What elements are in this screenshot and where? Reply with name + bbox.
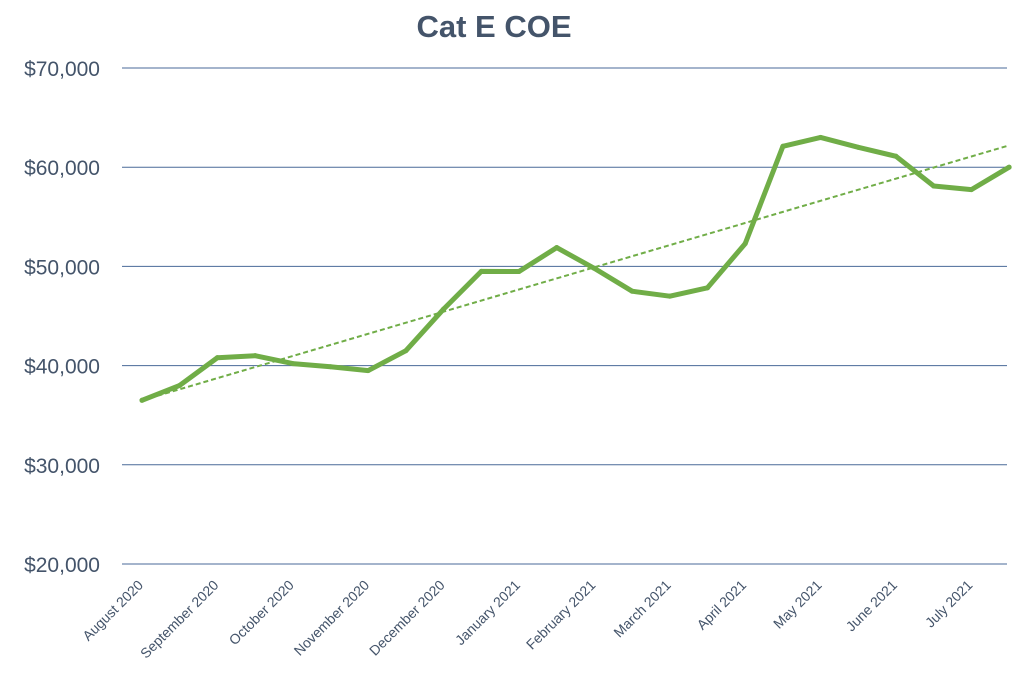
gridlines [122, 67, 1007, 565]
data-point [629, 288, 635, 294]
y-tick-label: $50,000 [24, 256, 100, 279]
x-tick-label: March 2021 [610, 577, 674, 641]
data-point [1006, 164, 1012, 170]
data-point [403, 348, 409, 354]
x-tick-label: October 2020 [226, 577, 297, 648]
data-point [742, 241, 748, 247]
y-tick-label: $20,000 [24, 554, 100, 577]
x-tick-label: September 2020 [137, 577, 222, 662]
data-point [441, 306, 447, 312]
data-point [365, 368, 371, 374]
data-point [139, 397, 145, 403]
data-point [591, 265, 597, 271]
x-tick-label: February 2021 [523, 577, 599, 653]
data-point [516, 268, 522, 274]
data-point [177, 382, 183, 388]
data-point [328, 364, 333, 370]
x-tick-label: December 2020 [366, 577, 448, 659]
data-point [290, 361, 296, 367]
data-point [554, 245, 560, 251]
x-tick-label: January 2021 [452, 577, 523, 648]
data-points [139, 134, 1012, 403]
data-point [855, 144, 861, 150]
x-tick-label: August 2020 [79, 577, 146, 644]
data-point [780, 143, 786, 149]
y-axis-tick-labels: $20,000 $30,000 $40,000 $50,000 $60,000 $70,0… [24, 58, 100, 577]
data-point [968, 187, 974, 193]
data-point [478, 268, 484, 274]
data-point [893, 153, 899, 159]
series-line [139, 134, 1012, 403]
y-tick-label: $60,000 [24, 157, 100, 180]
x-tick-label: July 2021 [922, 577, 976, 631]
x-tick-label: June 2021 [843, 577, 901, 635]
x-tick-label: November 2020 [291, 577, 373, 659]
data-point [705, 285, 710, 291]
data-point [931, 183, 937, 189]
data-point [252, 353, 258, 359]
trendline [141, 144, 1010, 402]
data-point [667, 293, 673, 299]
y-tick-label: $30,000 [24, 455, 100, 478]
data-point [214, 355, 220, 361]
trendline-layer [141, 144, 1010, 402]
x-tick-label: April 2021 [693, 577, 749, 633]
series-layer [139, 134, 1012, 403]
x-tick-label: May 2021 [770, 577, 825, 632]
y-tick-label: $70,000 [24, 58, 100, 81]
y-tick-label: $40,000 [24, 356, 100, 379]
chart-title: Cat E COE [416, 9, 571, 44]
data-point [818, 134, 824, 140]
